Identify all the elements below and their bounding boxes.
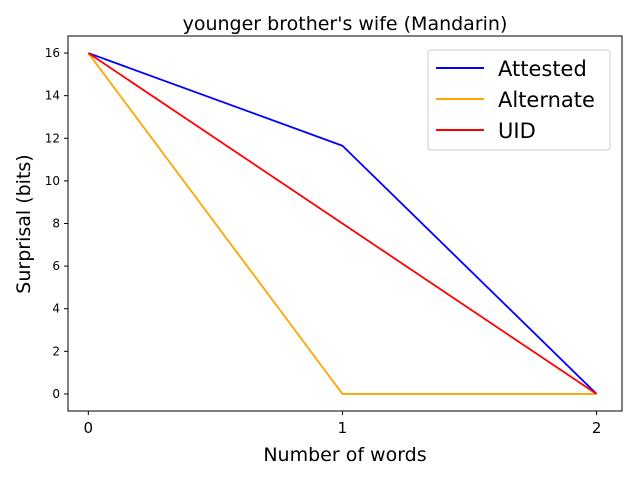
- series-line-attested: [88, 52, 598, 395]
- legend-label-alternate: Alternate: [498, 88, 595, 112]
- series-line-alternate: [87, 52, 597, 395]
- legend-box: [427, 49, 611, 151]
- y-tick-label: 14: [45, 89, 60, 103]
- y-tick-label: 6: [52, 259, 60, 273]
- x-tick-label: 0: [84, 419, 94, 437]
- y-axis-label: Surprisal (bits): [13, 154, 35, 293]
- y-tick-label: 10: [45, 174, 60, 188]
- y-axis-ticks: 0 2 4 6 8 10 12 14 16: [45, 46, 68, 401]
- legend-label-uid: UID: [498, 119, 536, 143]
- series-line-uid: [87, 52, 598, 395]
- y-tick-label: 0: [52, 387, 60, 401]
- legend-label-attested: Attested: [498, 57, 587, 81]
- x-axis-label: Number of words: [263, 444, 426, 466]
- legend: Attested Alternate UID: [427, 49, 611, 151]
- x-tick-label: 2: [592, 419, 602, 437]
- y-tick-label: 12: [45, 131, 60, 145]
- y-tick-label: 4: [52, 302, 60, 316]
- x-tick-label: 1: [338, 419, 348, 437]
- chart-title: younger brother's wife (Mandarin): [183, 13, 508, 35]
- x-axis-ticks: 0 1 2: [84, 411, 602, 437]
- y-tick-label: 2: [52, 344, 60, 358]
- y-tick-label: 8: [52, 217, 60, 231]
- series-lines: [87, 52, 598, 395]
- y-tick-label: 16: [45, 46, 60, 60]
